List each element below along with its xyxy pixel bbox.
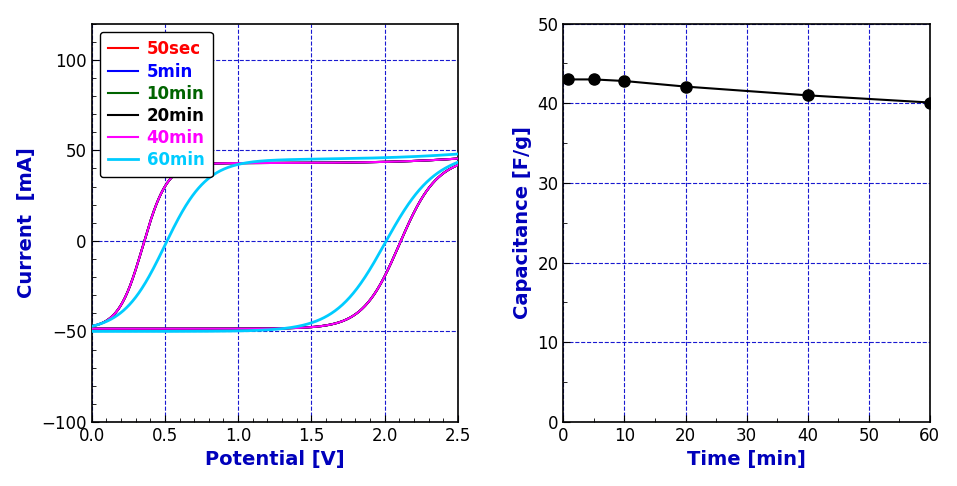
X-axis label: Potential [V]: Potential [V]: [205, 451, 345, 469]
Line: 50sec: 50sec: [92, 158, 458, 326]
40min: [180, 165, 191, 171]
60min: [330, 156, 342, 162]
50sec: [301, 160, 313, 166]
X-axis label: Time [min]: Time [min]: [687, 451, 806, 469]
5min: [252, 160, 263, 166]
20min: [330, 160, 342, 166]
50sec: [86, 323, 98, 329]
Y-axis label: Current  [mA]: Current [mA]: [16, 147, 35, 298]
60min: [301, 156, 313, 162]
Line: 5min: 5min: [92, 158, 458, 326]
50sec: [150, 201, 162, 207]
5min: [362, 159, 373, 165]
40min: [330, 160, 342, 166]
Line: 60min: 60min: [92, 154, 458, 327]
60min: [362, 155, 373, 161]
50sec: [180, 165, 191, 171]
20min: [453, 156, 464, 161]
40min: [86, 323, 98, 329]
60min: [180, 203, 191, 208]
40min: [150, 201, 162, 207]
20min: [301, 160, 313, 166]
Line: 40min: 40min: [92, 158, 458, 326]
Line: 10min: 10min: [92, 158, 458, 326]
50sec: [362, 159, 373, 165]
20min: [362, 159, 373, 165]
5min: [330, 160, 342, 166]
5min: [86, 323, 98, 329]
20min: [150, 201, 162, 207]
60min: [86, 324, 98, 330]
60min: [453, 151, 464, 157]
20min: [180, 165, 191, 171]
10min: [362, 159, 373, 165]
50sec: [330, 160, 342, 166]
Line: 20min: 20min: [92, 158, 458, 326]
60min: [150, 260, 162, 265]
40min: [453, 156, 464, 161]
40min: [252, 160, 263, 166]
5min: [180, 165, 191, 171]
10min: [180, 165, 191, 171]
5min: [453, 156, 464, 161]
20min: [86, 323, 98, 329]
Y-axis label: Capacitance [F/g]: Capacitance [F/g]: [513, 126, 532, 319]
10min: [301, 160, 313, 166]
40min: [301, 160, 313, 166]
10min: [86, 323, 98, 329]
5min: [150, 201, 162, 207]
5min: [301, 160, 313, 166]
Legend: 50sec, 5min, 10min, 20min, 40min, 60min: 50sec, 5min, 10min, 20min, 40min, 60min: [100, 32, 212, 177]
40min: [362, 159, 373, 165]
20min: [252, 160, 263, 166]
50sec: [453, 156, 464, 161]
10min: [330, 160, 342, 166]
10min: [453, 156, 464, 161]
10min: [150, 201, 162, 207]
50sec: [252, 160, 263, 166]
60min: [252, 158, 263, 164]
10min: [252, 160, 263, 166]
